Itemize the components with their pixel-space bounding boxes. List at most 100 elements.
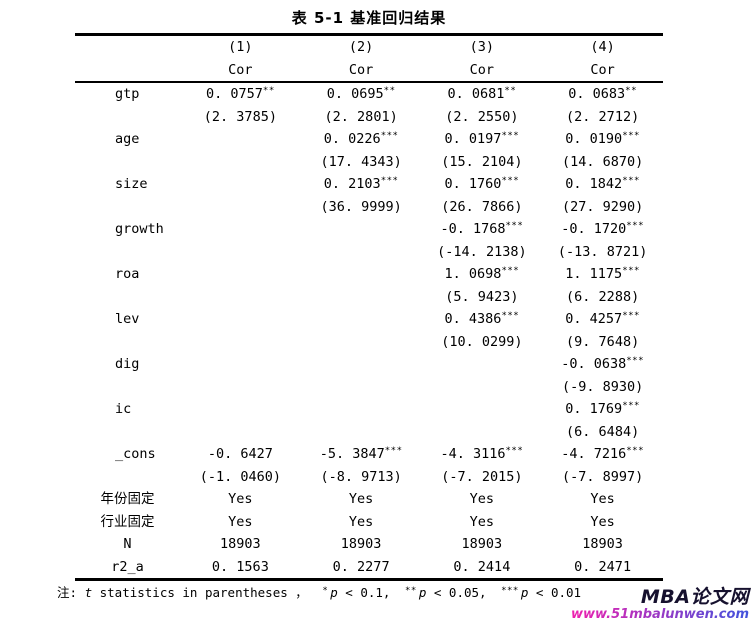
coefficient-value: -0. 1768 [440, 221, 506, 237]
significance-stars: ** [404, 586, 417, 596]
table-title: 表 5-1 基准回归结果 [291, 9, 447, 27]
column-model: Cor [542, 58, 663, 83]
statistic-cell: Yes [228, 491, 253, 507]
row-label: 行业固定 [100, 513, 155, 530]
t-value-cell: (2. 3785) [203, 108, 277, 125]
row-label-spacer [75, 421, 180, 444]
page: { "title": "表 5-1 基准回归结果", "header": { "… [0, 8, 754, 624]
row-label: lev [115, 311, 140, 327]
t-value-cell: (36. 9999) [320, 198, 402, 215]
column-number: (1) [228, 39, 253, 55]
significance-stars: *** [501, 176, 520, 186]
t-value-cell: (6. 6484) [566, 423, 640, 440]
t-value-cell: (-13. 8721) [557, 243, 648, 260]
row-label: size [115, 176, 148, 192]
statistic-cell: Yes [590, 513, 615, 530]
t-value-cell: (-14. 2138) [437, 243, 527, 260]
table-row: ic 0. 1769*** [75, 398, 663, 421]
coefficient-cell [422, 353, 543, 376]
threshold-text: < 0.1, [337, 585, 398, 600]
significance-stars: ** [383, 86, 396, 96]
footnote-prefix: 注: [57, 585, 85, 600]
t-value-cell [180, 376, 301, 399]
coefficient-cell: 1. 1175*** [542, 263, 663, 286]
coefficient-value: -4. 3116 [440, 446, 506, 462]
coefficient-value: -4. 7216 [561, 446, 627, 462]
table-row: (-1. 0460) (-8. 9713) (-7. 2015) (-7. 8997) [75, 466, 663, 489]
t-value-cell [180, 421, 301, 444]
row-label: N [123, 536, 132, 552]
coefficient-cell [301, 308, 422, 331]
t-value-cell: (-1. 0460) [199, 468, 282, 485]
row-label: age [115, 131, 140, 147]
table-row: lev 0. 4386*** 0. 4257*** [75, 308, 663, 331]
coefficient-cell [180, 353, 301, 376]
statistic-cell: Yes [348, 491, 374, 507]
significance-stars: ** [625, 86, 637, 96]
coefficient-cell [180, 263, 301, 286]
significance-stars: *** [622, 401, 640, 411]
statistic-cell: 0. 1563 [211, 558, 269, 575]
coefficient-cell [180, 128, 301, 151]
table-row: growth -0. 1768*** -0. 1720*** [75, 218, 663, 241]
significance-stars: *** [622, 311, 640, 321]
t-value-cell [180, 241, 301, 264]
t-value-cell: (26. 7866) [441, 198, 523, 215]
coefficient-value: 0. 0681 [447, 86, 505, 102]
t-value-cell: (-8. 9713) [320, 468, 402, 485]
coefficient-cell: -0. 6427 [180, 443, 301, 466]
table-wrap: (1) (2) (3) (4) Cor Cor Cor Cor gtp 0. 07… [75, 33, 663, 581]
coefficient-value: 0. 0695 [326, 86, 384, 102]
coefficient-value: 0. 2103 [323, 176, 381, 192]
t-value-cell [301, 376, 422, 399]
table-row: size 0. 2103*** 0. 1760*** 0. 1842*** [75, 173, 663, 196]
coefficient-value: 1. 1175 [565, 266, 623, 282]
t-value-cell [422, 376, 543, 399]
row-label: ic [115, 401, 132, 417]
coefficient-cell [301, 218, 422, 241]
row-label: growth [115, 221, 164, 237]
table-row: (10. 0299) (9. 7648) [75, 331, 663, 354]
coefficient-cell: -0. 0638*** [542, 353, 663, 376]
coefficient-value: 0. 0757 [206, 86, 263, 102]
row-label: roa [115, 266, 140, 282]
table-row: 行业固定 Yes Yes Yes Yes [75, 511, 663, 534]
coefficient-value: 1. 0698 [444, 266, 502, 282]
regression-table: (1) (2) (3) (4) Cor Cor Cor Cor gtp 0. 07… [75, 33, 663, 581]
coefficient-cell: 0. 2103*** [301, 173, 422, 196]
t-value-cell: (15. 2104) [441, 153, 523, 170]
coefficient-cell: 1. 0698*** [422, 263, 543, 286]
t-value-cell: (17. 4343) [320, 153, 402, 170]
table-row: (-14. 2138) (-13. 8721) [75, 241, 663, 264]
row-label: dig [115, 356, 140, 372]
row-label-spacer [75, 286, 180, 309]
significance-stars: *** [380, 131, 399, 141]
coefficient-value: -0. 1720 [561, 221, 627, 237]
t-value-cell [422, 421, 543, 444]
t-value-cell [180, 196, 301, 219]
table-row: r2_a 0. 1563 0. 2277 0. 2414 0. 2471 [75, 556, 663, 580]
t-value-cell [301, 421, 422, 444]
row-label: _cons [115, 446, 156, 462]
row-label-spacer [75, 241, 180, 264]
coefficient-value: 0. 1842 [565, 176, 623, 192]
coefficient-cell [180, 308, 301, 331]
coefficient-value: 0. 0190 [565, 131, 623, 147]
t-value-cell [301, 286, 422, 309]
coefficient-cell: -5. 3847*** [301, 443, 422, 466]
statistic-cell: 0. 2414 [453, 558, 511, 575]
column-number: (2) [348, 39, 374, 55]
coefficient-cell: -4. 3116*** [422, 443, 543, 466]
coefficient-cell [301, 263, 422, 286]
table-row: (17. 4343) (15. 2104) (14. 6870) [75, 151, 663, 174]
column-number-row: (1) (2) (3) (4) [75, 35, 663, 59]
footnote-body: statistics in parentheses ， [92, 585, 316, 600]
row-label-spacer [75, 151, 180, 174]
coefficient-value: 0. 1760 [444, 176, 502, 192]
significance-stars: *** [505, 221, 524, 231]
table-header: (1) (2) (3) (4) Cor Cor Cor Cor [75, 35, 663, 83]
coefficient-value: 0. 0197 [444, 131, 502, 147]
coefficient-cell [422, 398, 543, 421]
coefficient-cell [180, 398, 301, 421]
column-number: (3) [469, 39, 495, 55]
